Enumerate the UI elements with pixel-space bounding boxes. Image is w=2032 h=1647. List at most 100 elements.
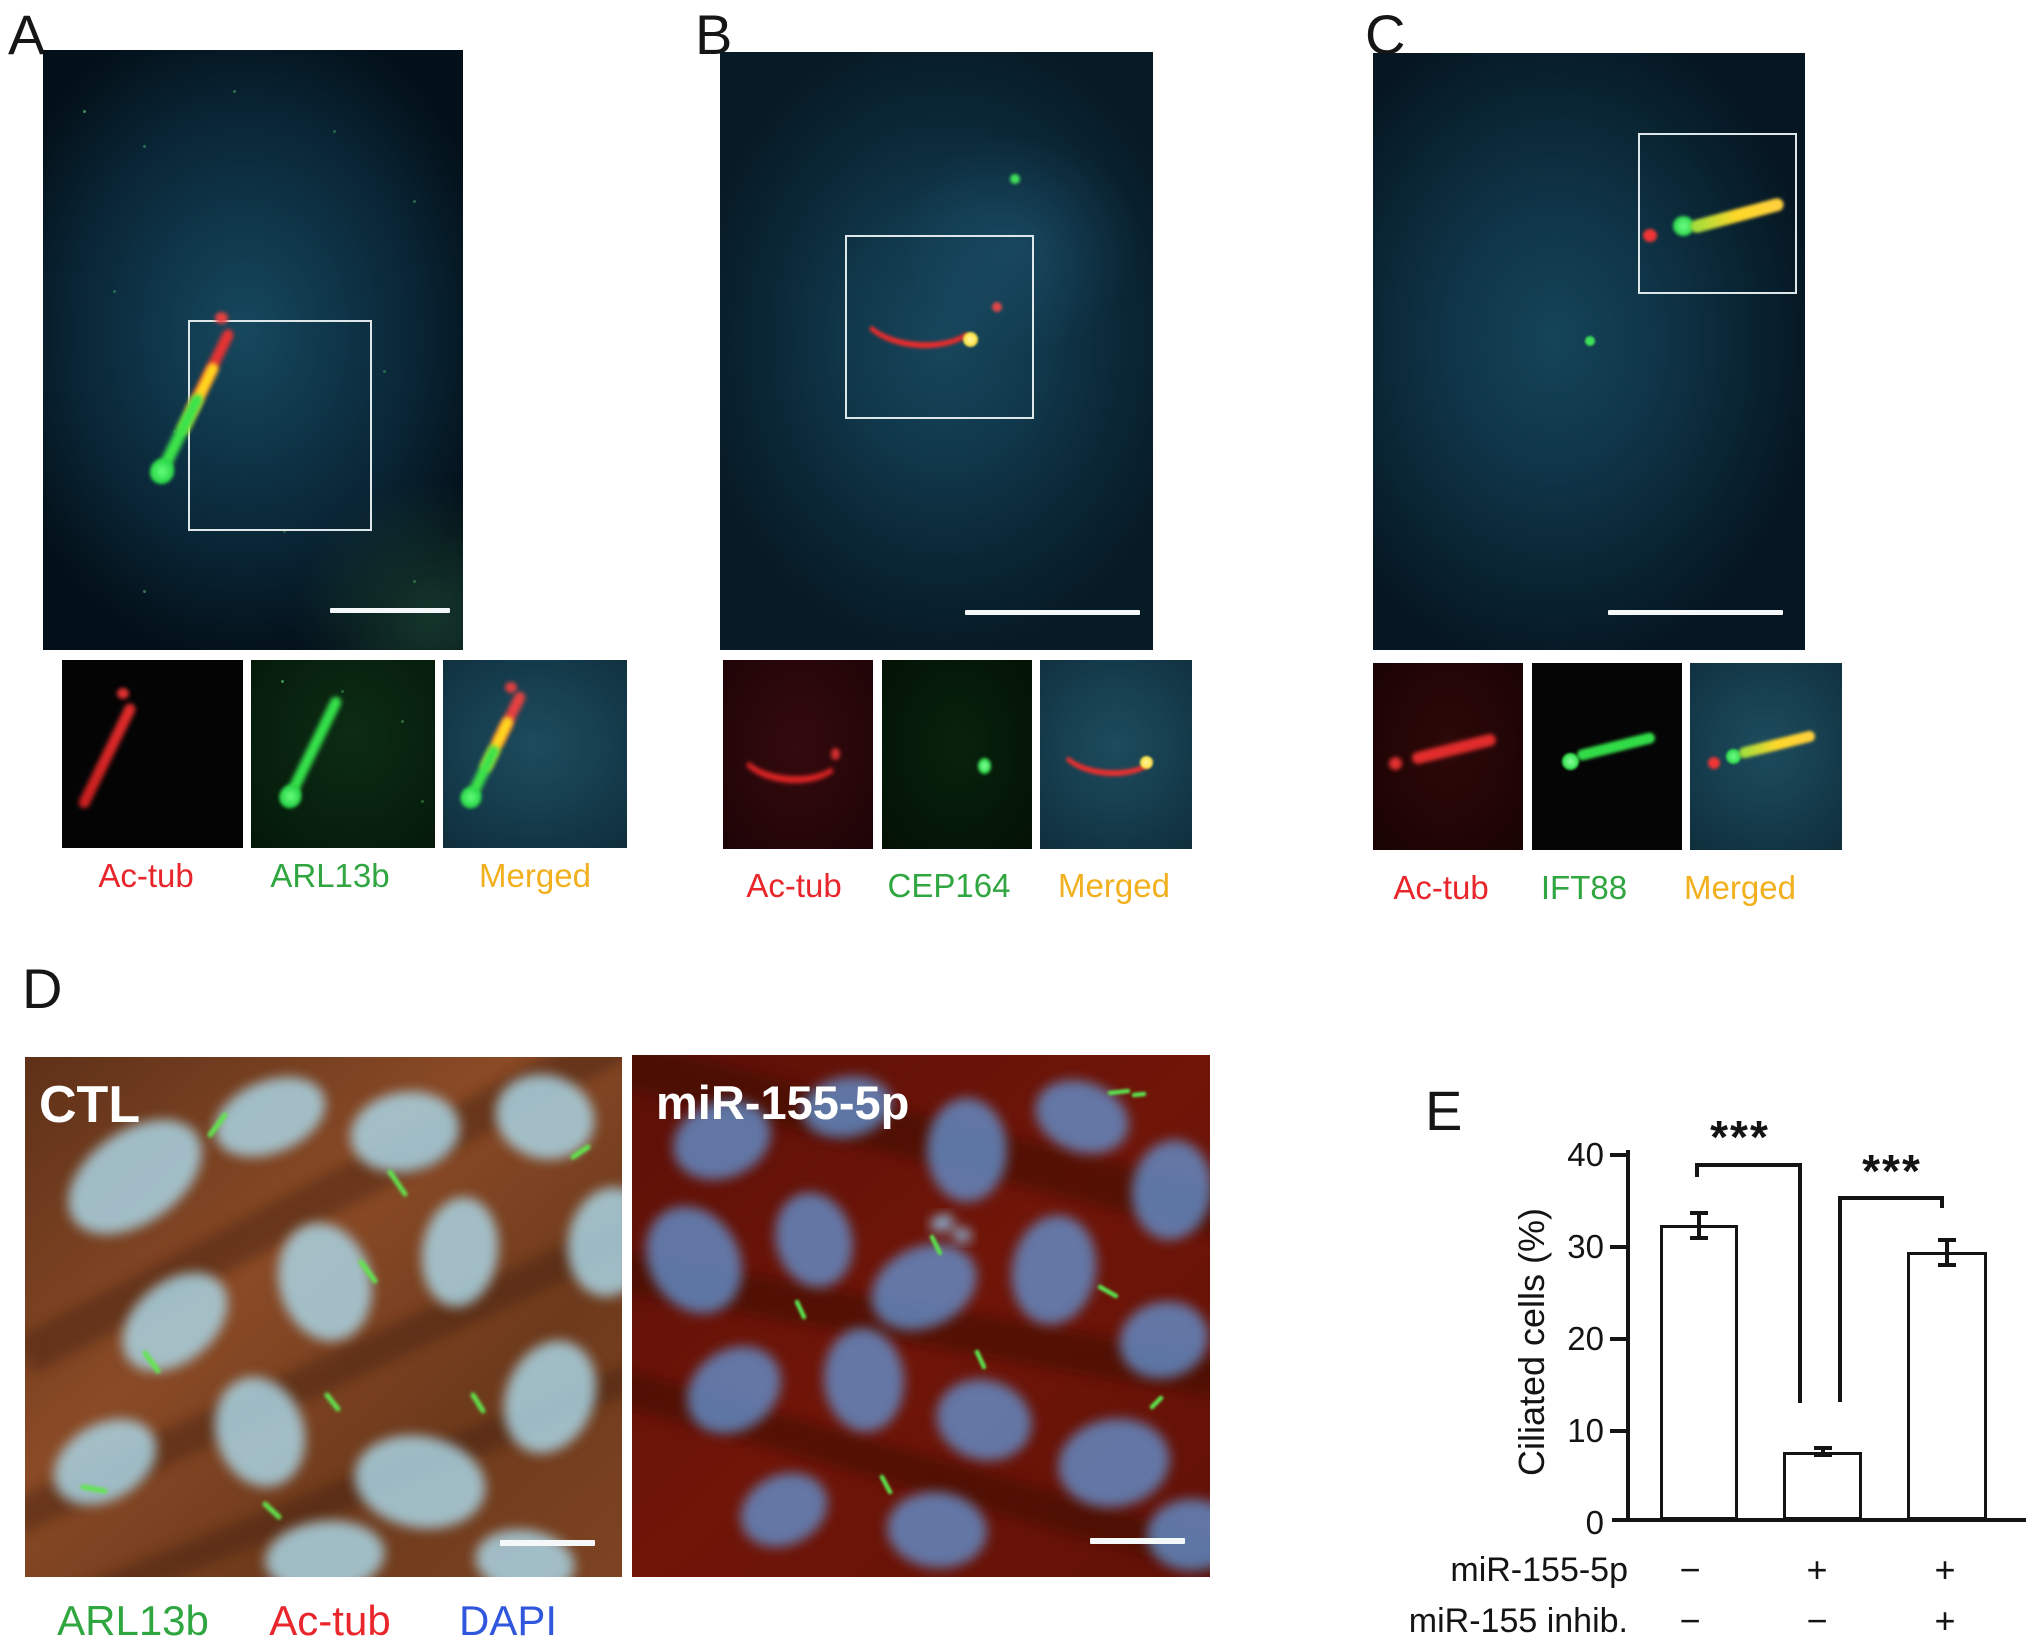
bar-rect xyxy=(1660,1225,1738,1520)
cilium-green-graphic xyxy=(272,693,346,825)
green-speckles xyxy=(281,680,284,683)
red-dot xyxy=(1389,757,1402,770)
inset-box xyxy=(1638,133,1797,294)
y-tick-30: 30 xyxy=(1567,1228,1604,1265)
y-tick-10: 10 xyxy=(1567,1412,1604,1449)
cilium-green-streak xyxy=(1575,731,1657,762)
y-axis-line xyxy=(1626,1150,1630,1522)
condition-symbol: − xyxy=(1679,1600,1701,1641)
panel-d-mir155-image: miR-155-5p xyxy=(632,1055,1210,1577)
scale-bar xyxy=(330,608,450,613)
red-dot xyxy=(992,302,1002,312)
sig-bracket-2-arm xyxy=(1838,1196,1842,1402)
panel-e-letter: E xyxy=(1425,1079,1464,1142)
cilium-red-arc xyxy=(1056,714,1162,780)
legend-label-arl13b: ARL13b xyxy=(57,1597,209,1644)
channel-label-actub: Ac-tub xyxy=(98,857,194,894)
bar-mir155 xyxy=(1783,1157,1862,1520)
condition-row-label-mir155: miR-155-5p xyxy=(1450,1551,1628,1589)
panel-b-merged-inset xyxy=(1040,660,1192,849)
condition-symbol: − xyxy=(1679,1549,1701,1590)
sig-bracket-1-left-tick xyxy=(1695,1163,1699,1177)
red-dot xyxy=(215,312,228,324)
channel-label-merged: Merged xyxy=(479,857,591,894)
nucleus-glow xyxy=(900,132,1140,352)
basal-body-yellow-dot xyxy=(1140,756,1153,769)
channel-label-cep164: CEP164 xyxy=(887,867,1011,904)
bar-rect xyxy=(1907,1252,1987,1520)
channel-label-actub: Ac-tub xyxy=(746,867,842,904)
panel-c-merged-inset xyxy=(1690,663,1842,850)
condition-symbol: + xyxy=(1934,1600,1956,1641)
bar-mir155-inhibitor xyxy=(1907,1157,1987,1520)
condition-symbol: + xyxy=(1806,1549,1828,1590)
cilium-green-segment xyxy=(285,694,344,799)
panel-c-green-channel xyxy=(1532,663,1682,850)
inset-box xyxy=(845,235,1034,419)
channel-label-actub: Ac-tub xyxy=(1393,869,1489,906)
control-tissue-graphic xyxy=(25,1057,622,1577)
channel-label-merged: Merged xyxy=(1058,867,1170,904)
y-tick-0: 0 xyxy=(1585,1504,1604,1541)
panel-c-merged-image xyxy=(1373,53,1805,650)
cilium-red-graphic xyxy=(71,698,141,821)
panel-c-red-channel xyxy=(1373,663,1523,850)
sig-bracket-2 xyxy=(1838,1196,1944,1200)
sig-bracket-2-right-tick xyxy=(1940,1196,1944,1208)
cilium-red-streak xyxy=(1410,732,1498,766)
condition-row-label-inhibitor: miR-155 inhib. xyxy=(1408,1602,1628,1640)
channel-label-merged: Merged xyxy=(1684,869,1796,906)
image-label-ctl: CTL xyxy=(39,1076,141,1134)
image-label-mir155: miR-155-5p xyxy=(656,1076,910,1129)
bar-rect xyxy=(1783,1452,1862,1520)
y-tick-mark xyxy=(1610,1245,1628,1249)
green-dot xyxy=(1585,336,1595,346)
legend-label-actub: Ac-tub xyxy=(269,1597,391,1644)
basal-body-yellow-dot xyxy=(963,332,978,347)
panel-a-letter: A xyxy=(8,3,47,66)
y-tick-mark xyxy=(1610,1337,1628,1341)
channel-label-arl13b: ARL13b xyxy=(270,857,390,894)
cilium-yellow-streak xyxy=(1737,729,1817,760)
panel-a-merged-image xyxy=(43,50,463,650)
bar-control xyxy=(1660,1157,1738,1520)
channel-label-ift88: IFT88 xyxy=(1540,869,1628,906)
y-tick-mark xyxy=(1610,1429,1628,1433)
panel-b-red-channel xyxy=(723,660,873,849)
red-dot xyxy=(117,688,129,699)
y-tick-20: 20 xyxy=(1567,1320,1604,1357)
red-dot xyxy=(505,682,517,693)
condition-symbol: + xyxy=(1934,1549,1956,1590)
sig-stars-1: *** xyxy=(1710,1111,1770,1163)
scale-bar xyxy=(965,610,1140,615)
cilium-red-arc xyxy=(736,718,846,787)
panel-a-red-channel xyxy=(62,660,243,848)
panel-b-green-channel xyxy=(882,660,1032,849)
error-bar xyxy=(1945,1238,1949,1267)
scale-bar xyxy=(1090,1538,1185,1544)
scale-bar xyxy=(500,1540,595,1546)
panel-a-merged-inset xyxy=(443,660,627,848)
green-dot xyxy=(1010,174,1020,184)
green-haze xyxy=(293,480,463,650)
red-dot xyxy=(1708,757,1720,769)
error-bar xyxy=(1820,1446,1825,1457)
sig-stars-2: *** xyxy=(1862,1145,1922,1197)
panel-a-green-channel xyxy=(251,660,435,848)
sig-bracket-1-arm xyxy=(1798,1163,1802,1403)
green-speckles xyxy=(83,110,86,113)
sig-bracket-1 xyxy=(1695,1163,1802,1167)
cilium-red-segment xyxy=(76,701,138,810)
red-dot xyxy=(831,748,840,760)
green-blob xyxy=(1562,753,1579,770)
mir155-tissue-graphic xyxy=(632,1055,1210,1577)
panel-d-letter: D xyxy=(22,957,64,1020)
condition-symbol: − xyxy=(1806,1600,1828,1641)
red-dot xyxy=(1643,229,1657,242)
panel-b-merged-image xyxy=(720,52,1153,650)
green-blob xyxy=(1673,216,1694,236)
panel-d-control-image: CTL xyxy=(25,1057,622,1577)
y-tick-mark xyxy=(1610,1153,1628,1157)
green-blob xyxy=(1726,749,1741,764)
